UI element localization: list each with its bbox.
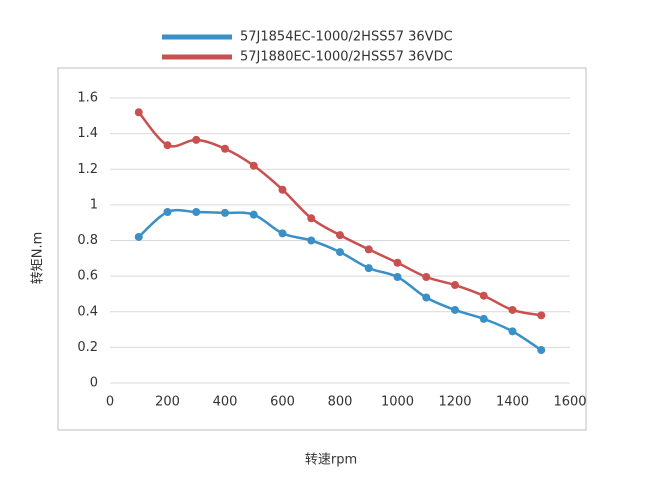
y-tick-label: 1.4 bbox=[77, 126, 98, 141]
data-point bbox=[249, 210, 258, 219]
x-tick-label: 600 bbox=[270, 395, 295, 410]
data-point bbox=[163, 208, 172, 216]
y-tick-label: 0.2 bbox=[77, 340, 98, 355]
data-point bbox=[508, 327, 517, 336]
data-point bbox=[192, 135, 201, 144]
data-point bbox=[163, 141, 172, 150]
data-point bbox=[192, 208, 201, 216]
data-point bbox=[134, 108, 143, 117]
y-tick-label: 0.4 bbox=[77, 304, 98, 319]
x-tick-label: 200 bbox=[155, 395, 180, 410]
data-point bbox=[364, 264, 373, 273]
x-tick-label: 800 bbox=[328, 395, 353, 410]
data-point bbox=[479, 291, 488, 300]
plot-frame bbox=[57, 67, 587, 431]
data-point bbox=[508, 305, 517, 314]
series-line bbox=[137, 208, 542, 352]
data-point bbox=[221, 144, 229, 153]
data-point bbox=[307, 214, 316, 223]
data-point bbox=[537, 311, 546, 320]
data-point bbox=[278, 229, 287, 238]
y-tick-label: 1.2 bbox=[77, 162, 98, 177]
data-point bbox=[451, 281, 459, 290]
x-tick-label: 1000 bbox=[381, 395, 414, 410]
data-point bbox=[537, 346, 546, 355]
y-tick-label: 0 bbox=[90, 376, 98, 391]
y-tick-label: 0.8 bbox=[77, 233, 98, 248]
data-point bbox=[221, 208, 229, 217]
legend-label: 57J1880EC-1000/2HSS57 36VDC bbox=[240, 50, 453, 65]
data-point bbox=[422, 273, 431, 282]
data-point bbox=[393, 273, 402, 282]
data-point bbox=[422, 293, 431, 302]
data-point bbox=[336, 231, 344, 240]
data-point bbox=[393, 258, 402, 267]
y-tick-label: 0.6 bbox=[77, 269, 98, 284]
x-tick-label: 400 bbox=[213, 395, 238, 410]
x-tick-label: 1400 bbox=[496, 395, 529, 410]
data-point bbox=[278, 185, 287, 194]
data-point bbox=[451, 305, 459, 314]
y-tick-label: 1 bbox=[90, 197, 98, 212]
y-tick-label: 1.6 bbox=[77, 91, 98, 106]
data-point bbox=[364, 245, 373, 254]
data-point bbox=[249, 161, 258, 170]
x-tick-label: 1200 bbox=[438, 395, 471, 410]
data-point bbox=[336, 248, 344, 257]
data-point bbox=[307, 236, 316, 245]
data-point bbox=[479, 314, 488, 323]
legend-label: 57J1854EC-1000/2HSS57 36VDC bbox=[240, 30, 453, 45]
x-axis-label: 转速rpm bbox=[305, 453, 357, 468]
data-point bbox=[134, 232, 143, 241]
x-tick-label: 0 bbox=[106, 395, 114, 410]
x-tick-label: 1600 bbox=[553, 395, 586, 410]
y-axis-label: 转矩N.m bbox=[31, 232, 46, 285]
